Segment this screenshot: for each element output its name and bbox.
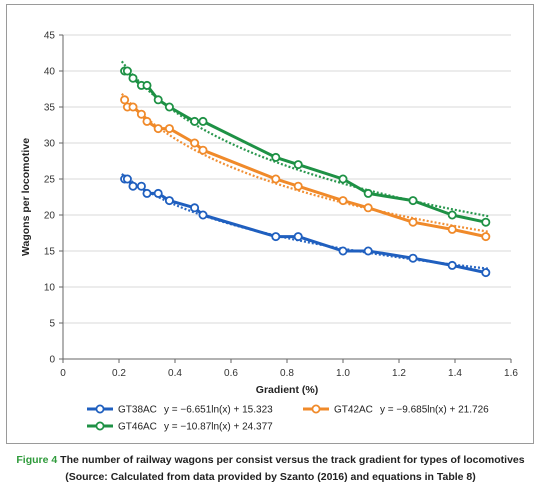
y-tick-label: 45 — [44, 31, 56, 42]
caption-line-1: The number of railway wagons per consist… — [60, 454, 525, 466]
trendline-gt42ac — [120, 93, 489, 233]
data-point — [408, 217, 418, 227]
data-point — [271, 174, 281, 184]
data-point — [363, 203, 373, 213]
x-tick-label: 0 — [60, 368, 66, 379]
data-point — [153, 188, 163, 198]
data-point — [136, 181, 146, 191]
data-point — [363, 246, 373, 256]
y-tick-label: 0 — [49, 355, 55, 366]
legend-item-gt38ac: GT38AC y = −6.651ln(x) + 15.323 — [87, 404, 273, 416]
data-point — [408, 196, 418, 206]
y-tick-label: 35 — [44, 103, 56, 114]
data-point — [293, 181, 303, 191]
x-axis-title: Gradient (%) — [256, 384, 318, 396]
data-point — [142, 188, 152, 198]
caption-line-2: (Source: Calculated from data provided b… — [65, 471, 476, 483]
series-line-gt46ac — [124, 69, 487, 224]
data-point — [128, 102, 138, 112]
x-tick-label: 0.2 — [112, 368, 126, 379]
data-point — [198, 116, 208, 126]
y-tick-label: 5 — [49, 319, 55, 330]
series-line-gt42ac — [123, 99, 487, 239]
data-point — [447, 260, 457, 270]
legend-equation: y = −9.685ln(x) + 21.726 — [380, 405, 489, 416]
data-point — [447, 210, 457, 220]
legend-name: GT46AC — [118, 422, 157, 433]
data-point — [190, 203, 200, 213]
figure-label: Figure 4 — [16, 454, 58, 466]
legend-equation: y = −10.87ln(x) + 24.377 — [164, 422, 273, 433]
y-tick-label: 40 — [44, 67, 56, 78]
legend-marker — [95, 421, 105, 431]
x-tick-label: 1.6 — [504, 368, 518, 379]
x-tick-label: 0.6 — [224, 368, 238, 379]
data-point — [338, 174, 348, 184]
data-point — [164, 196, 174, 206]
x-tick-label: 1.4 — [448, 368, 462, 379]
data-point — [120, 95, 130, 105]
data-point — [122, 66, 132, 76]
legend-marker — [311, 404, 321, 414]
data-point — [190, 138, 200, 148]
data-point — [338, 196, 348, 206]
y-tick-label: 20 — [44, 211, 56, 222]
data-point — [142, 116, 152, 126]
data-point — [136, 109, 146, 119]
y-axis-title: Wagons per locomotive — [20, 138, 32, 256]
data-point — [447, 224, 457, 234]
data-point — [128, 181, 138, 191]
data-point — [164, 102, 174, 112]
legend-marker — [95, 404, 105, 414]
legend-item-gt46ac: GT46AC y = −10.87ln(x) + 24.377 — [87, 421, 273, 433]
legend-name: GT42AC — [334, 405, 373, 416]
x-tick-label: 0.8 — [280, 368, 294, 379]
y-tick-label: 25 — [44, 175, 56, 186]
data-point — [481, 232, 491, 242]
data-point — [142, 80, 152, 90]
data-point — [122, 174, 132, 184]
y-tick-label: 15 — [44, 247, 56, 258]
legend-name: GT38AC — [118, 405, 157, 416]
chart-frame: 0 5 10 15 20 25 30 35 40 45 0 0.2 0.4 0.6 0.8 1.0 1.2 1.4… — [6, 4, 534, 444]
legend-equation: y = −6.651ln(x) + 15.323 — [164, 405, 273, 416]
x-tick-label: 0.4 — [168, 368, 182, 379]
data-point — [408, 253, 418, 263]
data-point — [481, 268, 491, 278]
legend: GT38AC y = −6.651ln(x) + 15.323 GT42AC y = … — [87, 404, 489, 433]
data-point — [128, 73, 138, 83]
y-tick-label: 10 — [44, 283, 56, 294]
data-point — [153, 95, 163, 105]
data-point — [198, 210, 208, 220]
data-point — [481, 217, 491, 227]
data-point — [198, 145, 208, 155]
data-point — [164, 124, 174, 134]
line-chart: 0 5 10 15 20 25 30 35 40 45 0 0.2 0.4 0.6 0.8 1.0 1.2 1.4… — [20, 31, 518, 433]
data-point — [293, 160, 303, 170]
data-point — [153, 124, 163, 134]
data-point — [271, 232, 281, 242]
figure-caption: Figure 4 The number of railway wagons pe… — [0, 452, 541, 486]
trendline-gt46ac — [120, 60, 489, 218]
x-tick-label: 1.0 — [336, 368, 350, 379]
data-point — [338, 246, 348, 256]
data-point — [271, 152, 281, 162]
data-point — [363, 188, 373, 198]
x-tick-label: 1.2 — [392, 368, 406, 379]
legend-item-gt42ac: GT42AC y = −9.685ln(x) + 21.726 — [303, 404, 489, 416]
y-tick-label: 30 — [44, 139, 56, 150]
data-point — [190, 116, 200, 126]
data-point — [293, 232, 303, 242]
